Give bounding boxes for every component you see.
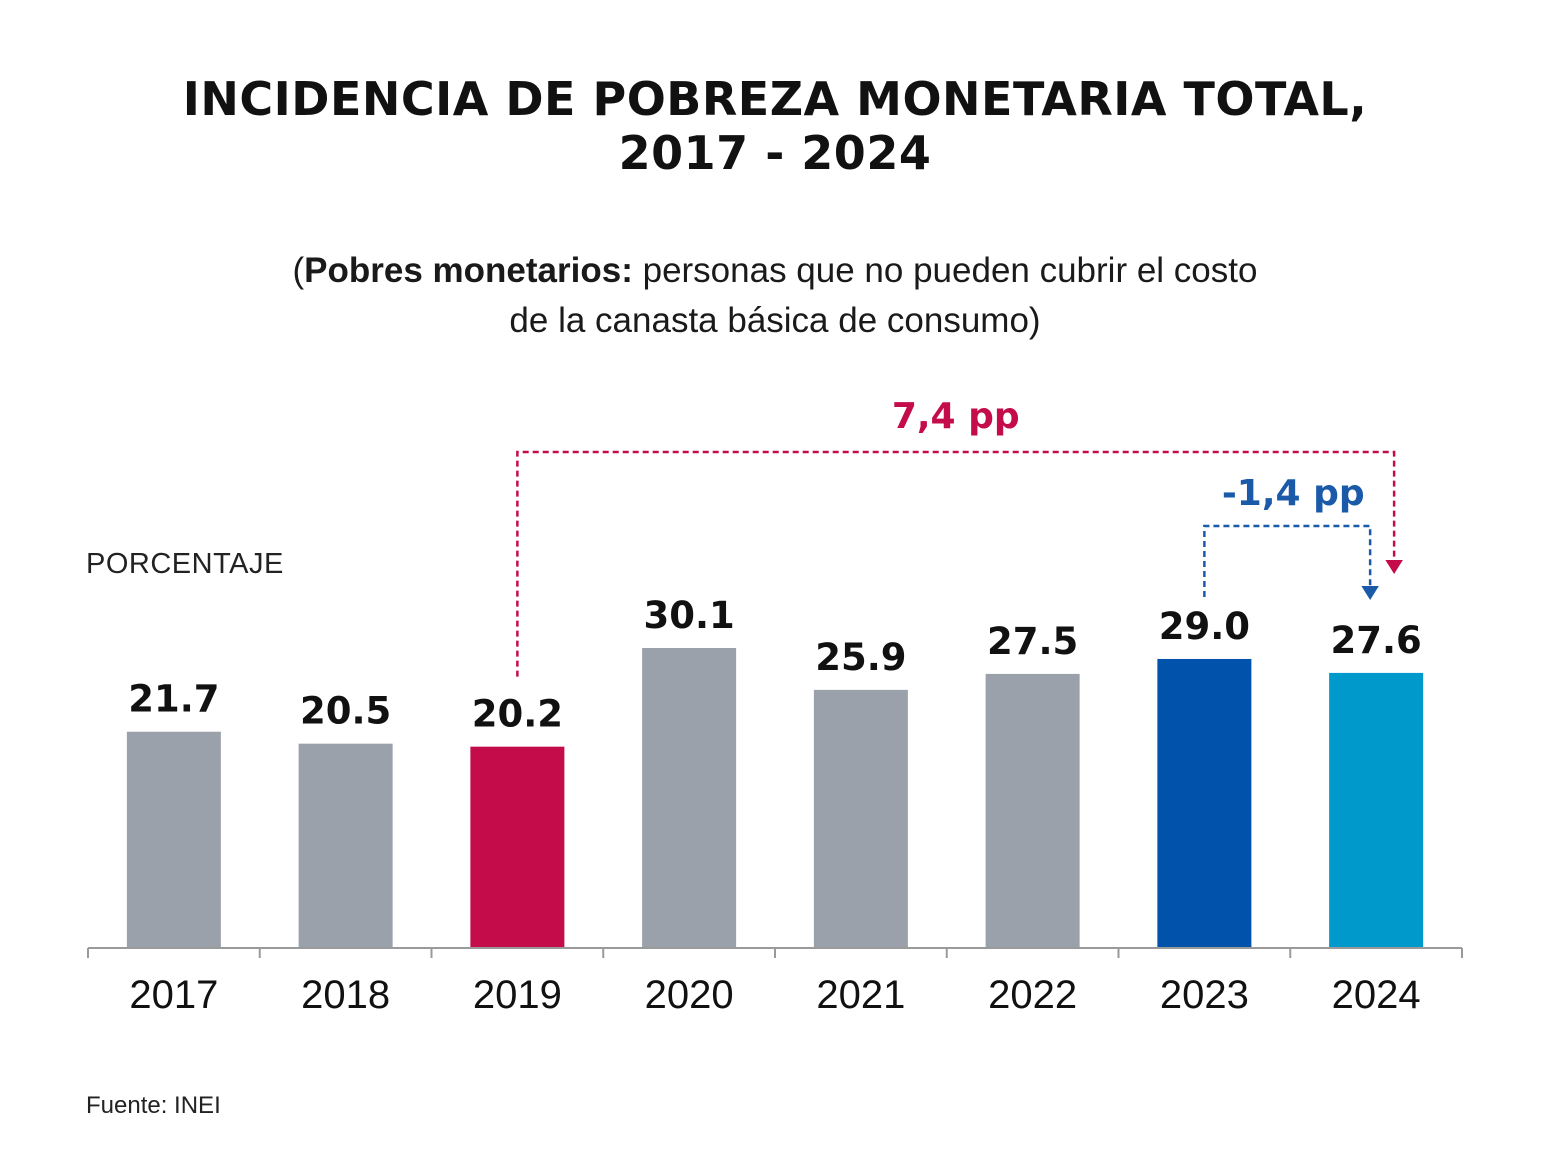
annotation-minus-1-4pp-bracket (1203, 524, 1372, 597)
value-label-2022: 27.5 (987, 620, 1078, 663)
chart-subtitle: (Pobres monetarios: personas que no pued… (0, 246, 1550, 346)
x-tick-label-2017: 2017 (129, 973, 218, 1017)
x-tick-label-2018: 2018 (301, 973, 390, 1017)
bar-2018 (298, 743, 393, 948)
bar-2020 (642, 648, 737, 948)
x-tick-label-2019: 2019 (473, 973, 562, 1017)
x-tick-label-2021: 2021 (816, 973, 905, 1017)
bar-2022 (985, 673, 1080, 948)
source-note: Fuente: INEI (86, 1092, 221, 1119)
x-tick-label-2022: 2022 (988, 973, 1077, 1017)
bar-2021 (813, 689, 908, 948)
bar-2017 (126, 731, 221, 948)
x-tick-label-2023: 2023 (1160, 973, 1249, 1017)
y-axis-label: PORCENTAJE (86, 548, 284, 580)
value-label-2019: 20.2 (472, 693, 563, 736)
bar-2023 (1157, 658, 1252, 948)
value-label-2023: 29.0 (1159, 605, 1250, 648)
chart-title: INCIDENCIA DE POBREZA MONETARIA TOTAL, 2… (0, 72, 1550, 180)
annotation-minus-1-4pp-label: -1,4 pp (1222, 473, 1365, 514)
value-label-2018: 20.5 (300, 690, 391, 733)
bar-2024 (1329, 672, 1424, 948)
subtitle-line1: (Pobres monetarios: personas que no pued… (0, 246, 1550, 296)
chart-title-line1: INCIDENCIA DE POBREZA MONETARIA TOTAL, (182, 72, 1368, 126)
value-label-2024: 27.6 (1330, 619, 1421, 662)
bar-2019 (470, 746, 565, 948)
annotation-7-4pp-arrowhead (1385, 560, 1403, 574)
subtitle-line2: de la canasta básica de consumo) (509, 301, 1041, 340)
chart-title-line2: 2017 - 2024 (618, 126, 932, 180)
x-tick-label-2024: 2024 (1332, 973, 1421, 1017)
subtitle-bold-term: Pobres monetarios: (304, 251, 633, 290)
value-label-2021: 25.9 (815, 636, 906, 679)
value-label-2020: 30.1 (643, 594, 734, 637)
subtitle-definition: personas que no pueden cubrir el costo (632, 251, 1258, 290)
subtitle-open-paren: ( (292, 251, 305, 290)
annotation-7-4pp-label: 7,4 pp (892, 396, 1020, 437)
annotation-minus-1-4pp-arrowhead (1361, 586, 1379, 600)
x-tick-label-2020: 2020 (645, 973, 734, 1017)
annotation-7-4pp-bracket (516, 450, 1396, 677)
value-label-2017: 21.7 (128, 678, 219, 721)
